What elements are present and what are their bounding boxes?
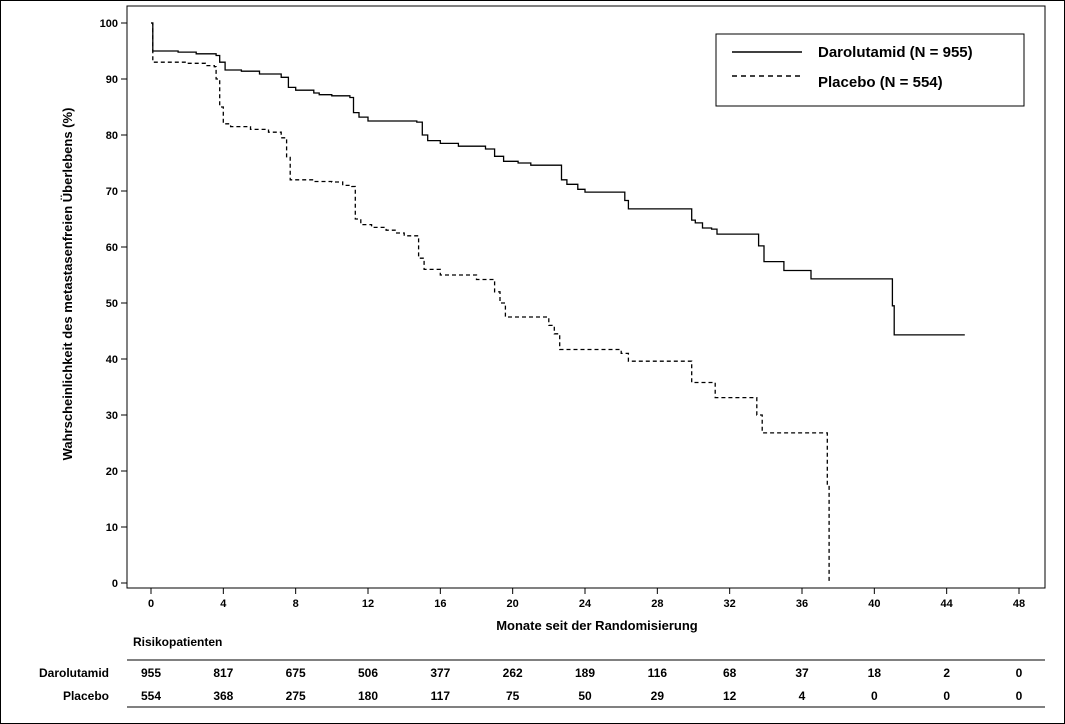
x-tick-label: 8	[293, 598, 299, 610]
risk-cell: 0	[943, 689, 950, 703]
x-axis-title: Monate seit der Randomisierung	[496, 618, 698, 633]
legend-label-placebo: Placebo (N = 554)	[818, 74, 943, 91]
y-tick-label: 50	[106, 298, 118, 310]
y-axis-ticks: 0 10 20 30 40 50 60 70 80 90 100	[100, 18, 127, 590]
risk-cell: 817	[213, 666, 233, 680]
y-tick-label: 80	[106, 130, 118, 142]
risk-cell: 75	[506, 689, 520, 703]
risk-cell: 37	[795, 666, 809, 680]
risk-cell: 0	[1016, 666, 1023, 680]
risk-row-label-placebo: Placebo	[63, 689, 109, 703]
legend: Darolutamid (N = 955) Placebo (N = 554)	[715, 33, 1025, 107]
risk-cell: 116	[648, 666, 668, 680]
risk-cell: 262	[503, 666, 523, 680]
plot-area-border	[126, 5, 1046, 589]
risk-cell: 117	[431, 689, 451, 703]
risk-cell: 18	[868, 666, 882, 680]
y-tick-label: 30	[106, 410, 118, 422]
risk-cell: 29	[651, 689, 665, 703]
risk-cell: 275	[286, 689, 306, 703]
risk-cell: 377	[430, 666, 450, 680]
risk-table-title: Risikopatienten	[133, 635, 222, 649]
risk-cell: 675	[286, 666, 306, 680]
risk-cell: 368	[213, 689, 233, 703]
risk-table: Risikopatienten Darolutamid Placebo 955 8…	[39, 635, 1045, 708]
risk-cell: 180	[358, 689, 378, 703]
y-tick-label: 20	[106, 466, 118, 478]
x-tick-label: 44	[941, 598, 954, 610]
risk-cell: 0	[1016, 689, 1023, 703]
y-tick-label: 90	[106, 74, 118, 86]
y-tick-label: 40	[106, 354, 118, 366]
x-tick-label: 4	[220, 598, 227, 610]
series-line-darolutamid	[151, 22, 965, 336]
legend-box	[715, 33, 1025, 107]
x-tick-label: 12	[362, 598, 374, 610]
risk-cell: 4	[799, 689, 806, 703]
x-tick-label: 36	[796, 598, 808, 610]
x-tick-label: 40	[868, 598, 880, 610]
risk-table-cells: 955 817 675 506 377 262 189 116 68 37 18 2 0 554 368 27…	[141, 666, 1023, 703]
y-tick-label: 100	[100, 18, 118, 30]
series-layer	[151, 22, 965, 583]
risk-cell: 50	[578, 689, 592, 703]
risk-cell: 506	[358, 666, 378, 680]
risk-cell: 12	[723, 689, 737, 703]
x-axis-ticks: 0 4 8 12 16 20 24 28 32 36 40 44 48	[148, 588, 1025, 610]
x-tick-label: 24	[579, 598, 592, 610]
x-tick-label: 0	[148, 598, 154, 610]
risk-cell: 955	[141, 666, 161, 680]
risk-cell: 68	[723, 666, 737, 680]
x-tick-label: 28	[651, 598, 663, 610]
x-tick-label: 20	[507, 598, 519, 610]
y-tick-label: 70	[106, 186, 118, 198]
risk-cell: 189	[575, 666, 595, 680]
risk-cell: 0	[871, 689, 878, 703]
x-tick-label: 16	[434, 598, 446, 610]
x-tick-label: 32	[724, 598, 736, 610]
y-axis-title: Wahrscheinlichkeit des metastasenfreien …	[60, 108, 75, 461]
legend-label-darolutamid: Darolutamid (N = 955)	[818, 44, 973, 61]
risk-row-label-darolutamid: Darolutamid	[39, 666, 109, 680]
y-tick-label: 60	[106, 242, 118, 254]
risk-cell: 2	[943, 666, 950, 680]
series-line-placebo	[151, 22, 830, 583]
risk-cell: 554	[141, 689, 161, 703]
x-tick-label: 48	[1013, 598, 1025, 610]
y-tick-label: 0	[112, 578, 118, 590]
y-tick-label: 10	[106, 522, 118, 534]
